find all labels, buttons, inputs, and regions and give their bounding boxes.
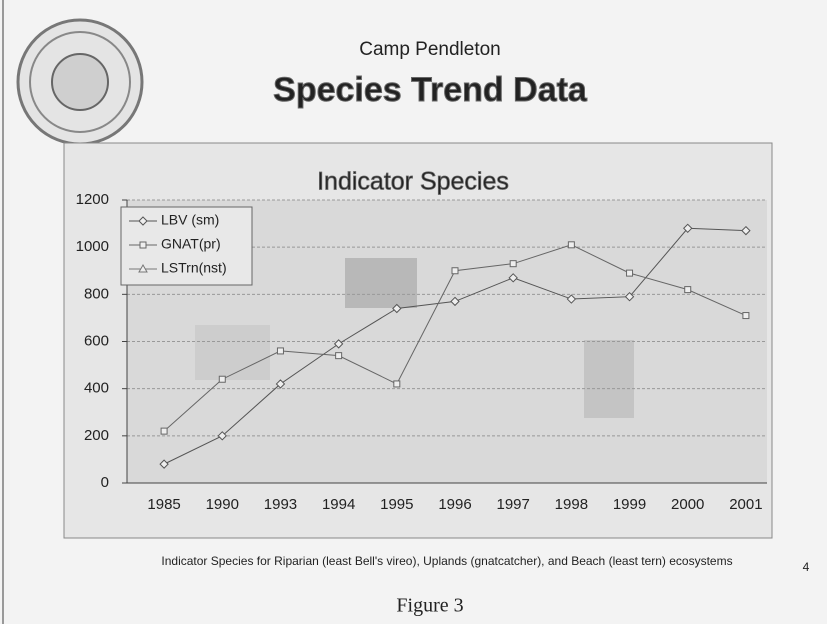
caption: Indicator Species for Riparian (least Be… (161, 554, 732, 568)
marker (510, 261, 516, 267)
photo (345, 258, 417, 308)
legend-label: LBV (sm) (161, 212, 219, 228)
title: Species Trend Data (273, 71, 588, 109)
x-tick-label: 1999 (613, 496, 646, 513)
legend-label: LSTrn(nst) (161, 260, 227, 276)
legend: LBV (sm) GNAT(pr) LSTrn(nst) (121, 207, 252, 285)
x-tick-label: 1994 (322, 496, 355, 513)
page: Camp Pendleton Species Trend Data Indica… (0, 0, 827, 624)
x-tick-label: 1990 (206, 496, 239, 513)
marker (161, 428, 167, 434)
marker (452, 268, 458, 274)
y-tick-label: 0 (101, 474, 109, 491)
y-tick-label: 200 (84, 427, 109, 444)
marker (685, 287, 691, 293)
marker (743, 313, 749, 319)
seal (18, 20, 142, 144)
x-tick-label: 2001 (729, 496, 762, 513)
page-number: 4 (803, 560, 810, 574)
x-tick-label: 1993 (264, 496, 297, 513)
y-tick-label: 600 (84, 332, 109, 349)
x-tick-label: 1985 (147, 496, 180, 513)
legend-label: GNAT(pr) (161, 236, 221, 252)
y-tick-label: 400 (84, 380, 109, 397)
chart-title: Indicator Species (317, 168, 509, 196)
y-tick-label: 1000 (76, 238, 109, 255)
y-tick-label: 1200 (76, 191, 109, 208)
x-tick-label: 1998 (555, 496, 588, 513)
x-tick-label: 1995 (380, 496, 413, 513)
marker (277, 348, 283, 354)
x-tick-label: 1996 (438, 496, 471, 513)
marker (627, 270, 633, 276)
marker (568, 242, 574, 248)
marker (219, 376, 225, 382)
photo (584, 340, 634, 418)
marker (336, 353, 342, 359)
x-tick-label: 2000 (671, 496, 704, 513)
subtitle: Camp Pendleton (359, 39, 501, 60)
figure-label: Figure 3 (396, 595, 463, 617)
photo (195, 325, 270, 380)
marker (140, 242, 146, 248)
marker (394, 381, 400, 387)
x-tick-label: 1997 (496, 496, 529, 513)
y-tick-label: 800 (84, 285, 109, 302)
